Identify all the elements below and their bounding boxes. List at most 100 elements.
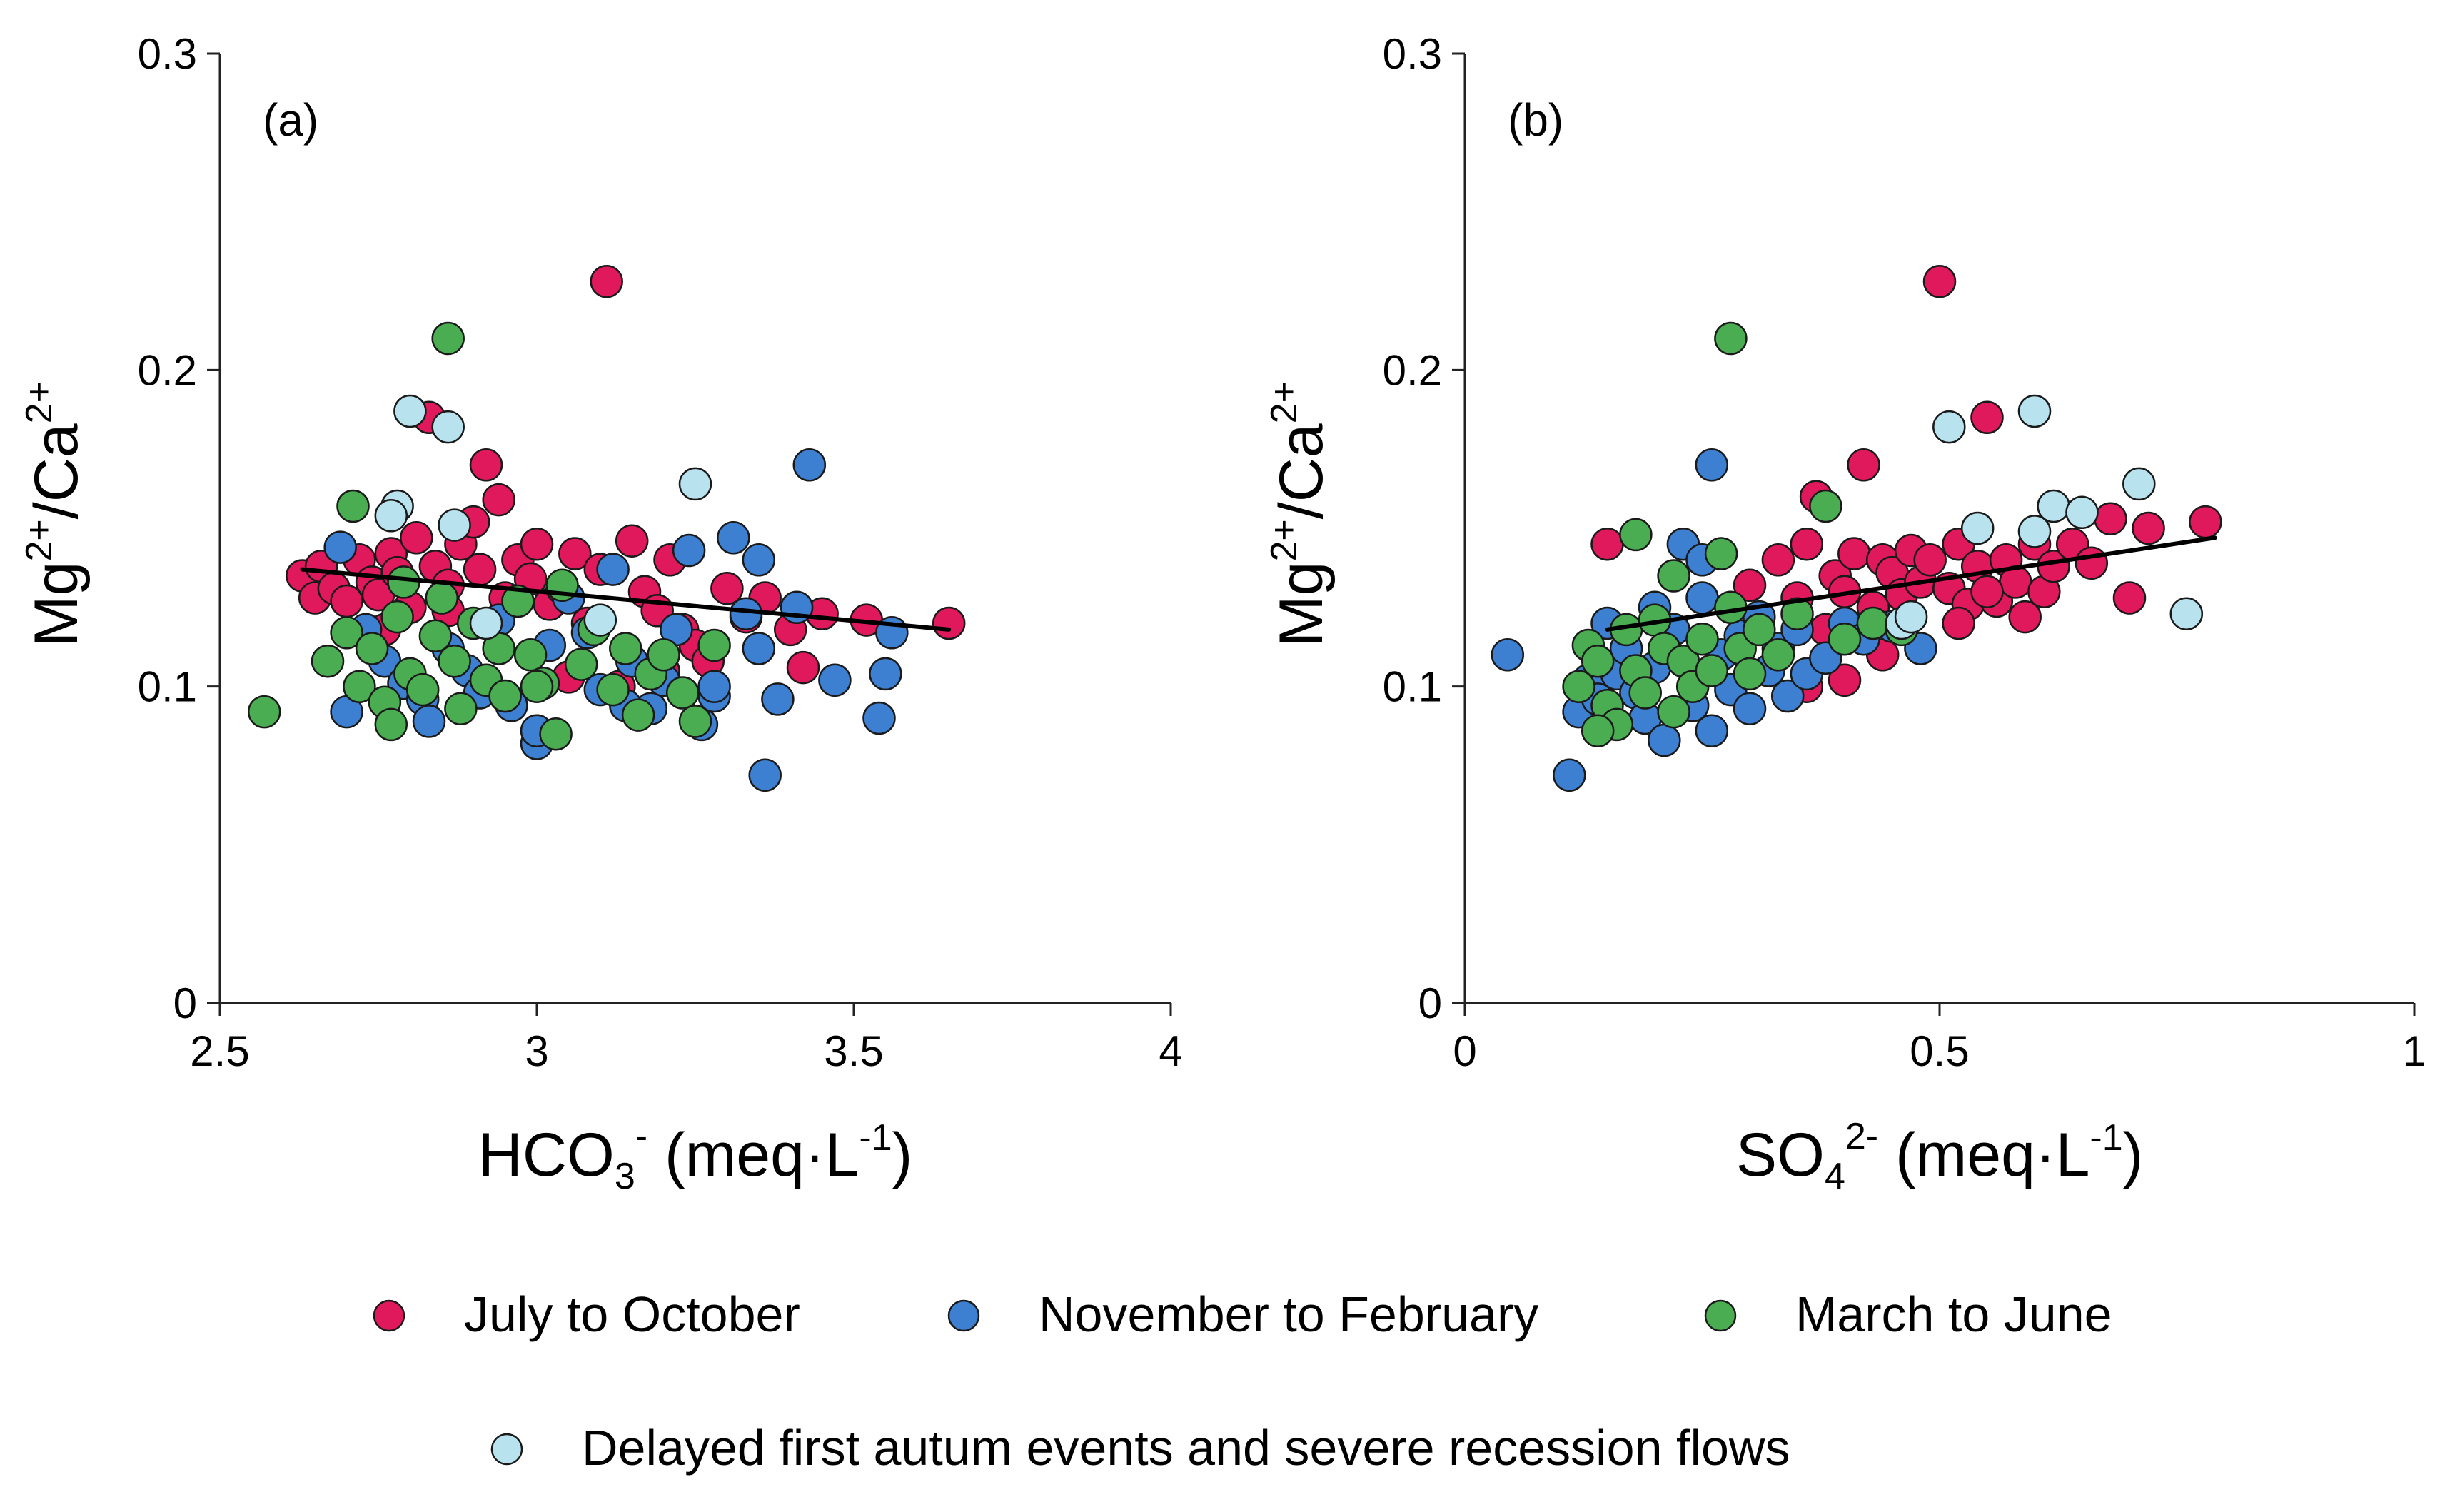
data-point [1828,663,1862,697]
data-point [869,657,902,691]
data-point [520,527,554,561]
data-point [418,619,453,652]
panel-label: (b) [1508,94,1563,146]
data-point [1761,638,1795,672]
legend-marker [947,1299,980,1332]
data-point [1790,527,1824,561]
data-point [400,521,433,555]
legend-marker [1704,1299,1737,1332]
legend-item: July to October [373,1286,800,1342]
data-point [412,705,446,738]
data-point [678,467,712,501]
data-point [1714,321,1748,356]
data-point [513,638,548,672]
data-point [1491,638,1525,672]
data-point [672,533,706,568]
data-point [520,670,554,703]
data-point [697,628,731,662]
x-tick-label: 1 [2402,1027,2426,1075]
data-point [1809,489,1842,523]
data-point [621,698,655,732]
data-point [1657,559,1690,593]
data-point [1913,543,1947,577]
data-point [482,483,515,517]
data-point [1828,622,1862,656]
data-point [2008,600,2042,634]
data-point [590,264,623,298]
data-point [596,672,630,707]
data-point [355,632,389,665]
data-point [792,448,827,482]
x-tick-label: 4 [1159,1027,1182,1075]
panel-b: 0 0.1 0.2 0.3 0 0.5 1 (b) SO42- (meq·L-1) Mg2+/Ca… [1264,30,2426,1197]
data-point [1695,448,1729,482]
y-tick-label: 0 [1418,979,1442,1027]
data-point [1922,264,1957,298]
data-points [1491,264,2222,792]
data-point [1657,695,1690,729]
legend-label: Delayed first autum events and severe re… [582,1420,1790,1476]
data-point [1970,575,2004,608]
data-point [431,410,465,444]
x-axis-title: HCO3- (meq·L-1) [478,1116,913,1197]
panel-label: (a) [263,94,318,146]
data-point [932,606,966,640]
data-point [463,553,497,586]
data-point [387,565,420,599]
data-point [1581,714,1615,747]
legend: July to October November to February March… [373,1286,2112,1476]
y-axis-title: Mg2+/Ca2+ [19,381,91,647]
data-point [1932,410,1966,444]
data-point [1581,644,1615,678]
data-point [2132,511,2165,545]
y-tick-label: 0 [173,979,197,1027]
data-point [1685,581,1719,615]
data-point [1648,723,1681,757]
data-point [678,705,712,738]
data-point [558,537,592,570]
data-point [444,692,478,725]
legend-item: Delayed first autum events and severe re… [490,1420,1790,1476]
data-point [1562,670,1595,703]
data-point [469,448,503,482]
data-point [583,603,617,637]
data-point [2017,394,2052,428]
x-tick-label: 0.5 [1910,1027,1969,1075]
data-point [1695,714,1729,747]
data-point [697,670,731,703]
x-tick-label: 3 [525,1027,548,1075]
data-point [311,644,345,678]
data-point [1695,654,1729,687]
data-point [710,571,744,605]
legend-row-1: July to October November to February March… [373,1286,2112,1342]
data-point [1970,400,2004,435]
data-point [431,321,465,356]
series-3 [247,321,731,751]
data-point [665,676,700,710]
data-point [488,679,522,713]
data-point [1685,622,1719,656]
data-point [1847,448,1880,482]
data-point [1733,657,1767,691]
data-point [247,695,281,729]
data-point [2065,495,2099,530]
legend-label: March to June [1795,1286,2112,1342]
data-point [2112,581,2147,615]
data-point [609,632,642,665]
data-point [2075,546,2109,580]
data-point [330,616,363,650]
data-point [438,644,471,678]
data-point [786,650,820,685]
data-point [818,663,852,697]
data-point [425,581,459,615]
x-tick-label: 3.5 [824,1027,883,1075]
data-point [380,600,414,634]
data-point [742,632,776,665]
data-point [405,672,440,707]
trendline [1605,535,2217,632]
data-point [1837,537,1871,570]
data-point [2037,489,2070,523]
panel-a: 0 0.1 0.2 0.3 2.5 3 3.5 4 (a) HCO3- (meq·L-1) Mg2+… [19,30,1183,1197]
data-point [1894,600,1928,634]
data-point [742,543,776,577]
